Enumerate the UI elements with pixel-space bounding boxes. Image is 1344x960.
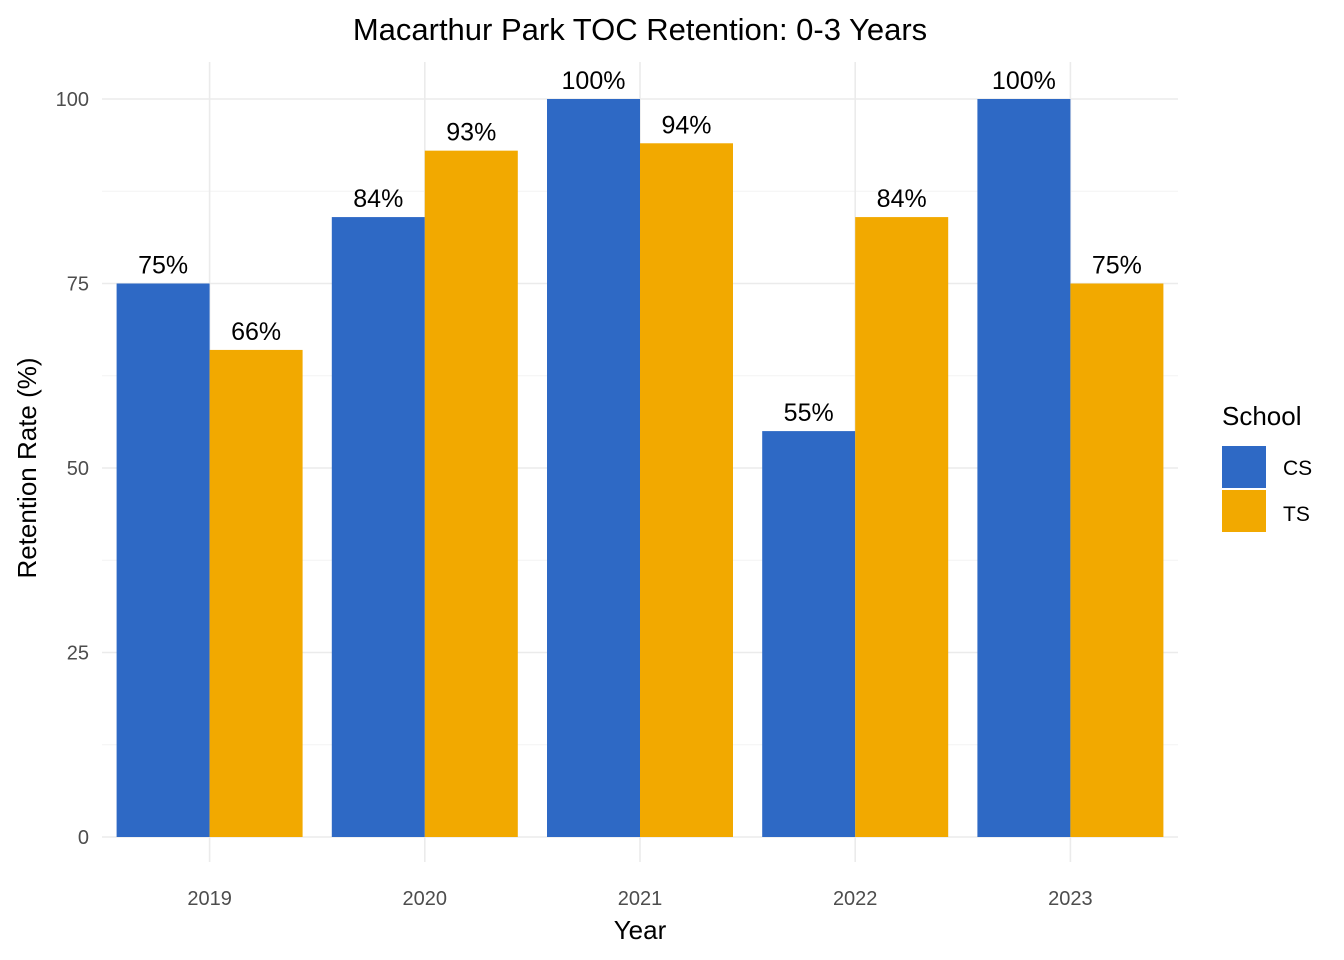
x-tick-label: 2022 xyxy=(833,888,878,910)
bars xyxy=(116,99,1164,837)
chart-title: Macarthur Park TOC Retention: 0-3 Years xyxy=(353,12,927,47)
bar-ts-2021 xyxy=(640,143,733,837)
data-labels: 75% 84% 100% 55% 100% 66% 93% 94% 84% 75% xyxy=(138,67,1142,427)
legend-title: School xyxy=(1222,401,1302,431)
data-label-ts-2021: 94% xyxy=(661,111,711,139)
x-axis-title: Year xyxy=(614,915,667,945)
data-label-ts-2020: 93% xyxy=(446,119,496,147)
y-tick-label: 25 xyxy=(67,643,89,665)
y-axis-title: Retention Rate (%) xyxy=(12,357,42,578)
legend-label-ts: TS xyxy=(1283,503,1310,526)
x-tick-label: 2021 xyxy=(618,888,663,910)
x-tick-label: 2020 xyxy=(403,888,448,910)
bar-cs-2022 xyxy=(762,431,856,837)
bar-cs-2019 xyxy=(116,283,210,837)
axis-tick-labels: 0 25 50 75 100 2019 2020 2021 2022 2023 xyxy=(56,89,1093,910)
y-tick-label: 50 xyxy=(67,458,89,480)
bar-cs-2021 xyxy=(547,99,640,837)
bar-cs-2023 xyxy=(977,99,1071,837)
y-tick-label: 100 xyxy=(56,89,89,111)
data-label-ts-2019: 66% xyxy=(231,318,281,346)
data-label-ts-2022: 84% xyxy=(877,185,927,213)
legend: School CS TS xyxy=(1222,401,1312,532)
data-label-cs-2020: 84% xyxy=(353,185,403,213)
data-label-cs-2023: 100% xyxy=(992,67,1056,95)
bar-ts-2023 xyxy=(1070,283,1164,837)
bar-ts-2019 xyxy=(209,349,303,837)
data-label-ts-2023: 75% xyxy=(1092,252,1142,280)
data-label-cs-2019: 75% xyxy=(138,252,188,280)
x-tick-label: 2019 xyxy=(187,888,232,910)
bar-ts-2020 xyxy=(424,150,518,837)
legend-swatch-cs xyxy=(1222,446,1266,488)
y-tick-label: 75 xyxy=(67,274,89,296)
bar-cs-2020 xyxy=(331,217,425,837)
data-label-cs-2021: 100% xyxy=(562,67,626,95)
y-tick-label: 0 xyxy=(78,827,89,849)
bar-ts-2022 xyxy=(855,217,949,837)
data-label-cs-2022: 55% xyxy=(784,399,834,427)
legend-label-cs: CS xyxy=(1283,457,1312,480)
x-tick-label: 2023 xyxy=(1048,888,1093,910)
legend-swatch-ts xyxy=(1222,490,1266,532)
